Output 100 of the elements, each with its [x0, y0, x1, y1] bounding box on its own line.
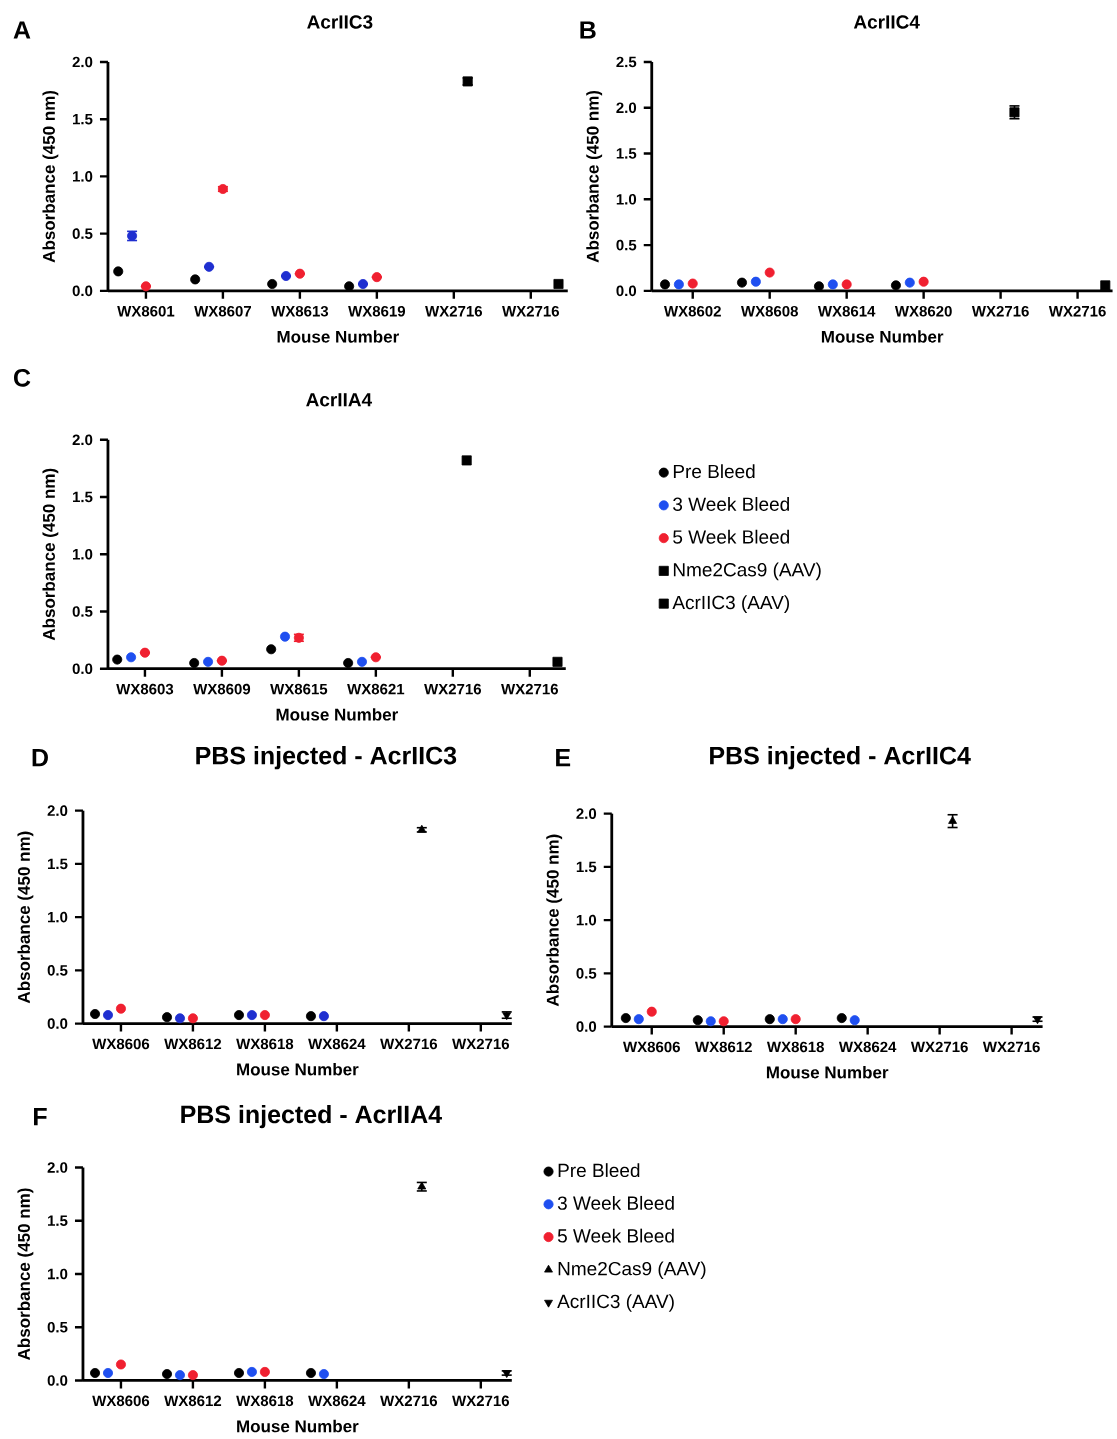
- x-tick-label: WX8606: [92, 1395, 150, 1407]
- y-tick-label: 0.5: [72, 606, 93, 617]
- x-axis-title: Mouse Number: [822, 330, 944, 343]
- y-axis-title: Absorbance (450 nm): [17, 831, 34, 1004]
- y-tick-label: 1.5: [617, 148, 637, 159]
- x-tick-label: WX2716: [911, 1041, 969, 1053]
- x-tick-label: WX2716: [972, 305, 1030, 317]
- x-tick-label: WX8615: [270, 683, 328, 695]
- y-tick-label: 2.0: [576, 808, 597, 819]
- y-tick-label: 1.5: [48, 1215, 68, 1226]
- y-tick-label: 0.0: [72, 663, 93, 675]
- y-tick-label: 1.5: [73, 491, 93, 503]
- x-tick-label: WX8609: [193, 683, 251, 695]
- x-tick-label: WX8606: [623, 1041, 681, 1053]
- y-tick-label: 1.0: [73, 548, 93, 560]
- x-tick-label: WX8606: [92, 1038, 150, 1050]
- y-tick-label: 0.0: [576, 1021, 597, 1032]
- x-tick-label: WX2716: [424, 683, 482, 695]
- chart-title: PBS injected - AcrIIC4: [710, 746, 971, 770]
- legend-label: Nme2Cas9 (AAV): [558, 1261, 706, 1280]
- x-tick-label: WX2716: [1049, 305, 1107, 317]
- y-tick-label: 1.0: [577, 914, 597, 926]
- legend-label: Pre Bleed: [674, 464, 755, 479]
- y-axis-title: Absorbance (450 nm): [17, 1188, 34, 1360]
- legend-label: Nme2Cas9 (AAV): [674, 562, 821, 581]
- x-axis-title: Mouse Number: [277, 330, 400, 343]
- y-axis-title: Absorbance (450 nm): [546, 834, 563, 1007]
- chart-title: PBS injected - AcrIIA4: [181, 1104, 443, 1129]
- x-tick-label: WX8602: [664, 305, 722, 317]
- x-tick-label: WX8612: [695, 1041, 753, 1053]
- y-tick-label: 0.5: [47, 965, 68, 976]
- y-tick-label: 0.0: [47, 1375, 68, 1386]
- x-tick-label: WX8624: [308, 1038, 366, 1050]
- y-tick-label: 2.0: [72, 56, 93, 68]
- y-axis-title: Absorbance (450 nm): [42, 90, 59, 263]
- y-tick-label: 0.0: [72, 285, 93, 297]
- text: F: [34, 1107, 47, 1126]
- x-tick-label: WX2716: [452, 1038, 510, 1050]
- y-axis-title: Absorbance (450 nm): [42, 468, 59, 641]
- text: C: [14, 369, 31, 387]
- x-tick-label: WX2716: [983, 1041, 1041, 1053]
- text: E: [556, 749, 571, 767]
- legend-label: 3 Week Bleed: [673, 496, 790, 511]
- x-axis-title: Mouse Number: [276, 708, 399, 721]
- y-tick-label: 1.5: [48, 858, 68, 870]
- y-tick-label: 2.0: [72, 434, 93, 446]
- y-tick-label: 1.0: [617, 193, 637, 205]
- legend-label: 3 Week Bleed: [558, 1195, 674, 1210]
- legend-label: 5 Week Bleed: [673, 529, 790, 544]
- x-tick-label: WX8624: [839, 1041, 897, 1053]
- x-tick-label: WX2716: [380, 1038, 438, 1050]
- x-tick-label: WX8607: [194, 305, 252, 317]
- x-tick-label: WX8618: [236, 1395, 294, 1407]
- legend-label: 5 Week Bleed: [558, 1228, 674, 1243]
- y-tick-label: 1.0: [73, 171, 93, 182]
- chart-title: AcrIIA4: [306, 393, 373, 407]
- y-axis-title: Absorbance (450 nm): [586, 90, 603, 263]
- x-tick-label: WX8619: [348, 305, 406, 317]
- y-tick-label: 0.5: [47, 1321, 68, 1333]
- chart-title: PBS injected - AcrIIC3: [196, 746, 457, 770]
- x-axis-title: Mouse Number: [237, 1062, 359, 1076]
- y-tick-label: 2.0: [616, 102, 637, 114]
- y-tick-label: 0.0: [616, 285, 637, 297]
- y-tick-label: 1.5: [73, 113, 93, 125]
- x-tick-label: WX8618: [767, 1041, 825, 1053]
- x-tick-label: WX8620: [895, 305, 952, 317]
- chart-title: AcrIIC4: [854, 15, 921, 29]
- y-tick-label: 0.5: [616, 239, 637, 251]
- x-tick-label: WX8624: [308, 1395, 366, 1407]
- x-tick-label: WX8608: [741, 305, 799, 317]
- x-tick-label: WX8614: [818, 305, 876, 317]
- legend-label: Pre Bleed: [558, 1163, 640, 1178]
- text: B: [580, 21, 596, 39]
- x-tick-label: WX8601: [117, 305, 175, 317]
- y-tick-label: 2.0: [47, 805, 68, 816]
- legend-label: AcrIIC3 (AAV): [672, 595, 790, 613]
- x-tick-label: WX8612: [164, 1395, 222, 1407]
- x-axis-title: Mouse Number: [767, 1065, 889, 1079]
- x-tick-label: WX8612: [164, 1038, 222, 1050]
- x-tick-label: WX2716: [452, 1395, 510, 1407]
- x-tick-label: WX2716: [380, 1395, 438, 1407]
- y-tick-label: 0.5: [576, 968, 597, 979]
- x-tick-label: WX8603: [116, 683, 174, 695]
- chart-title: AcrIIC3: [307, 15, 373, 29]
- y-tick-label: 2.0: [47, 1162, 68, 1173]
- y-tick-label: 1.0: [48, 911, 68, 923]
- x-tick-label: WX8618: [236, 1038, 294, 1050]
- x-tick-label: WX2716: [502, 305, 560, 317]
- x-tick-label: WX8621: [347, 683, 405, 695]
- x-tick-label: WX2716: [425, 305, 483, 317]
- text: A: [13, 21, 31, 39]
- y-tick-label: 2.5: [616, 56, 637, 68]
- y-tick-label: 0.5: [72, 228, 93, 239]
- legend-label: AcrIIC3 (AAV): [557, 1294, 675, 1312]
- y-tick-label: 1.0: [48, 1268, 68, 1280]
- x-axis-title: Mouse Number: [237, 1419, 359, 1433]
- x-tick-label: WX8613: [271, 305, 329, 317]
- x-tick-label: WX2716: [501, 683, 559, 695]
- y-tick-label: 1.5: [577, 861, 597, 873]
- text: D: [32, 749, 49, 767]
